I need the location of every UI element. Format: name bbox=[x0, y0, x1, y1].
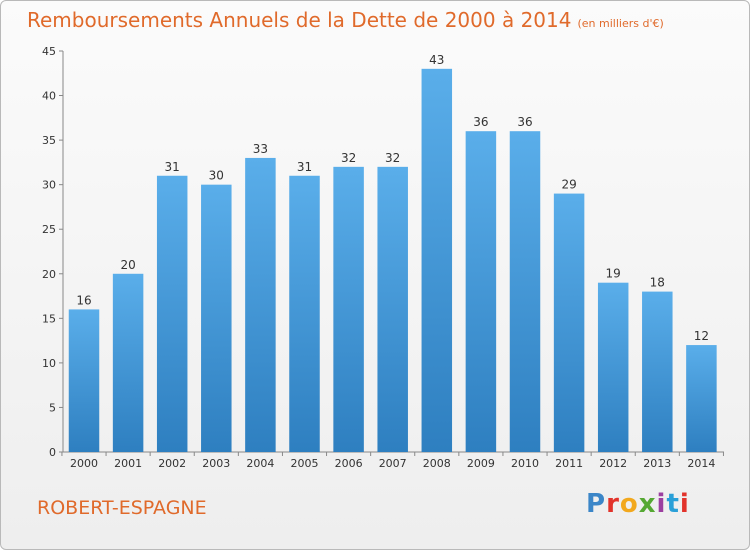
bar-value-label: 32 bbox=[341, 151, 356, 165]
bar-value-label: 30 bbox=[209, 169, 224, 183]
bar-value-label: 32 bbox=[385, 151, 400, 165]
chart-bars bbox=[68, 68, 717, 453]
bar-value-label: 16 bbox=[76, 293, 91, 307]
logo-letter: t bbox=[666, 489, 680, 519]
x-tick-label: 2000 bbox=[70, 457, 98, 470]
x-tick-label: 2004 bbox=[246, 457, 274, 470]
y-tick-label: 20 bbox=[42, 268, 56, 281]
bar-value-label: 36 bbox=[517, 115, 532, 129]
x-tick-label: 2006 bbox=[335, 457, 363, 470]
proxiti-logo: Proxiti bbox=[586, 489, 690, 519]
bar-value-label: 36 bbox=[473, 115, 488, 129]
y-tick-label: 35 bbox=[42, 134, 56, 147]
bar-2003 bbox=[201, 184, 232, 452]
x-tick-label: 2009 bbox=[467, 457, 495, 470]
bar-2010 bbox=[509, 131, 541, 452]
y-tick-label: 45 bbox=[42, 45, 56, 58]
x-tick-label: 2001 bbox=[114, 457, 142, 470]
chart-labels: 16 20 31 30 33 31 32 32 43 36 36 29 19 18 12 bbox=[76, 53, 709, 343]
logo-letter: o bbox=[619, 489, 639, 519]
x-tick-label: 2005 bbox=[291, 457, 319, 470]
y-tick-label: 15 bbox=[42, 312, 56, 325]
bar-2014 bbox=[686, 345, 717, 452]
bar-2004 bbox=[245, 157, 276, 452]
bar-2011 bbox=[553, 193, 585, 453]
y-tick-label: 10 bbox=[42, 357, 56, 370]
y-tick-label: 25 bbox=[42, 223, 56, 236]
bar-value-label: 31 bbox=[165, 160, 180, 174]
logo-letter: r bbox=[606, 489, 620, 519]
bar-2008 bbox=[421, 68, 453, 453]
x-tick-label: 2010 bbox=[511, 457, 539, 470]
x-tick-label: 2011 bbox=[555, 457, 583, 470]
bar-value-label: 43 bbox=[429, 53, 444, 67]
chart-title: Remboursements Annuels de la Dette de 20… bbox=[27, 8, 664, 32]
x-tick-label: 2003 bbox=[202, 457, 230, 470]
proxiti-logo-text: Proxiti bbox=[586, 489, 690, 519]
bar-2013 bbox=[642, 291, 673, 452]
bar-2009 bbox=[465, 131, 497, 452]
x-tick-label: 2002 bbox=[158, 457, 186, 470]
bar-2007 bbox=[377, 166, 408, 452]
bar-value-label: 33 bbox=[253, 142, 268, 156]
bar-value-label: 20 bbox=[120, 258, 135, 272]
x-tick-label: 2013 bbox=[643, 457, 671, 470]
logo-letter: P bbox=[586, 489, 607, 519]
bar-2000 bbox=[68, 309, 100, 452]
bar-2002 bbox=[156, 175, 188, 452]
logo-letter: x bbox=[638, 489, 657, 519]
y-tick-label: 5 bbox=[49, 401, 56, 414]
bar-value-label: 19 bbox=[606, 267, 621, 281]
bar-2005 bbox=[289, 175, 320, 452]
chart-title-text: Remboursements Annuels de la Dette de 20… bbox=[27, 8, 572, 32]
y-tick-label: 30 bbox=[42, 179, 56, 192]
chart-unit: (en milliers d'€) bbox=[577, 17, 664, 30]
x-tick-label: 2014 bbox=[687, 457, 715, 470]
bar-value-label: 12 bbox=[694, 329, 709, 343]
town-name: ROBERT-ESPAGNE bbox=[37, 497, 207, 519]
bar-value-label: 29 bbox=[561, 178, 576, 192]
y-tick-label: 0 bbox=[49, 446, 56, 459]
bar-value-label: 31 bbox=[297, 160, 312, 174]
bar-2012 bbox=[597, 282, 629, 452]
chart-axes: 0 5 10 15 20 25 30 35 40 45 2000 2001 2002 2003 2004 20… bbox=[42, 45, 724, 470]
bar-value-label: 18 bbox=[650, 276, 665, 290]
y-tick-label: 40 bbox=[42, 90, 56, 103]
x-tick-label: 2008 bbox=[423, 457, 451, 470]
x-tick-label: 2012 bbox=[599, 457, 627, 470]
logo-letter: i bbox=[679, 489, 690, 519]
x-tick-label: 2007 bbox=[379, 457, 407, 470]
bar-2006 bbox=[333, 166, 364, 452]
logo-letter: i bbox=[656, 489, 667, 519]
bar-2001 bbox=[112, 273, 144, 452]
